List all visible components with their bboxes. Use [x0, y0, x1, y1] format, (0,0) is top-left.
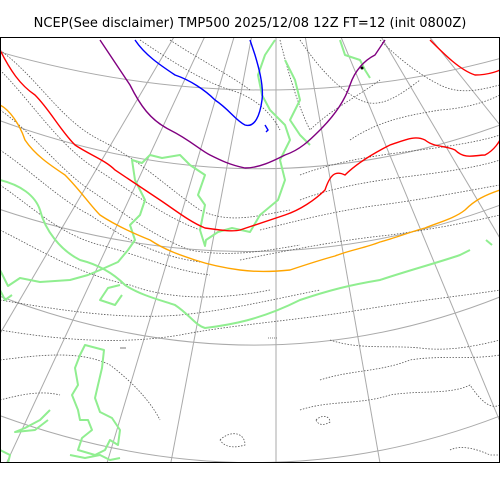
minor-isotherm: [259, 184, 500, 231]
minor-isotherm: [0, 392, 61, 401]
parallel-line: [0, 120, 500, 170]
parallel-line: [0, 295, 500, 346]
coastline: [14, 409, 51, 433]
meridian-line: [428, 37, 500, 126]
isotherm-orange: [0, 104, 500, 273]
coastline: [0, 39, 291, 287]
parallel-line: [0, 204, 500, 252]
minor-isotherm: [319, 354, 500, 381]
parallel-line: [0, 51, 500, 91]
minor-isotherm: [449, 447, 500, 456]
minor-isotherm: [0, 69, 201, 231]
station-marker: [360, 66, 364, 70]
minor-isotherm: [315, 416, 331, 425]
minor-isotherm: [0, 354, 161, 421]
minor-isotherm: [0, 49, 291, 219]
coastlines: [0, 39, 493, 463]
minor-isotherm: [0, 289, 321, 317]
isotherm-red-north: [429, 39, 500, 76]
isotherm-red: [0, 49, 500, 232]
minor-isotherm: [169, 39, 251, 91]
coastline: [284, 59, 311, 146]
coastline: [0, 289, 13, 301]
map-frame: [0, 37, 500, 463]
minor-isotherm: [219, 433, 246, 448]
minor-isotherm: [299, 384, 500, 411]
minor-isotherm: [329, 339, 500, 350]
minor-isotherm: [0, 109, 301, 254]
highlighted-isotherms: [0, 39, 500, 273]
map-markers: [120, 66, 364, 349]
meridian-line: [106, 37, 235, 463]
meridian-line: [304, 37, 381, 463]
meridian-line: [340, 37, 500, 423]
isotherm-blue: [134, 39, 264, 127]
minor-isotherm: [299, 39, 421, 104]
meridian-line: [380, 37, 500, 240]
coastline: [0, 449, 11, 463]
minor-isotherm: [379, 39, 500, 92]
minor-isotherm: [349, 94, 500, 141]
minor-isotherm: [0, 229, 271, 298]
coastline: [69, 454, 121, 461]
coastline: [485, 239, 493, 246]
minor-isotherm: [0, 184, 211, 276]
minor-isotherm: [0, 149, 201, 263]
coastline: [71, 344, 121, 456]
minor-isotherms: [0, 39, 500, 456]
coastline: [99, 284, 123, 306]
coastline: [339, 39, 371, 79]
isotherm-blue-fragment: [264, 124, 269, 133]
minor-isotherm: [0, 289, 500, 341]
minor-isotherm: [239, 214, 500, 261]
minor-isotherm: [139, 39, 281, 131]
meridian-line: [5, 37, 206, 463]
isotherm-purple: [99, 39, 386, 169]
map-title: NCEP(See disclaimer) TMP500 2025/12/08 1…: [33, 16, 467, 31]
minor-isotherm: [279, 39, 381, 131]
coastline: [0, 179, 471, 329]
meridian-line: [0, 37, 175, 335]
